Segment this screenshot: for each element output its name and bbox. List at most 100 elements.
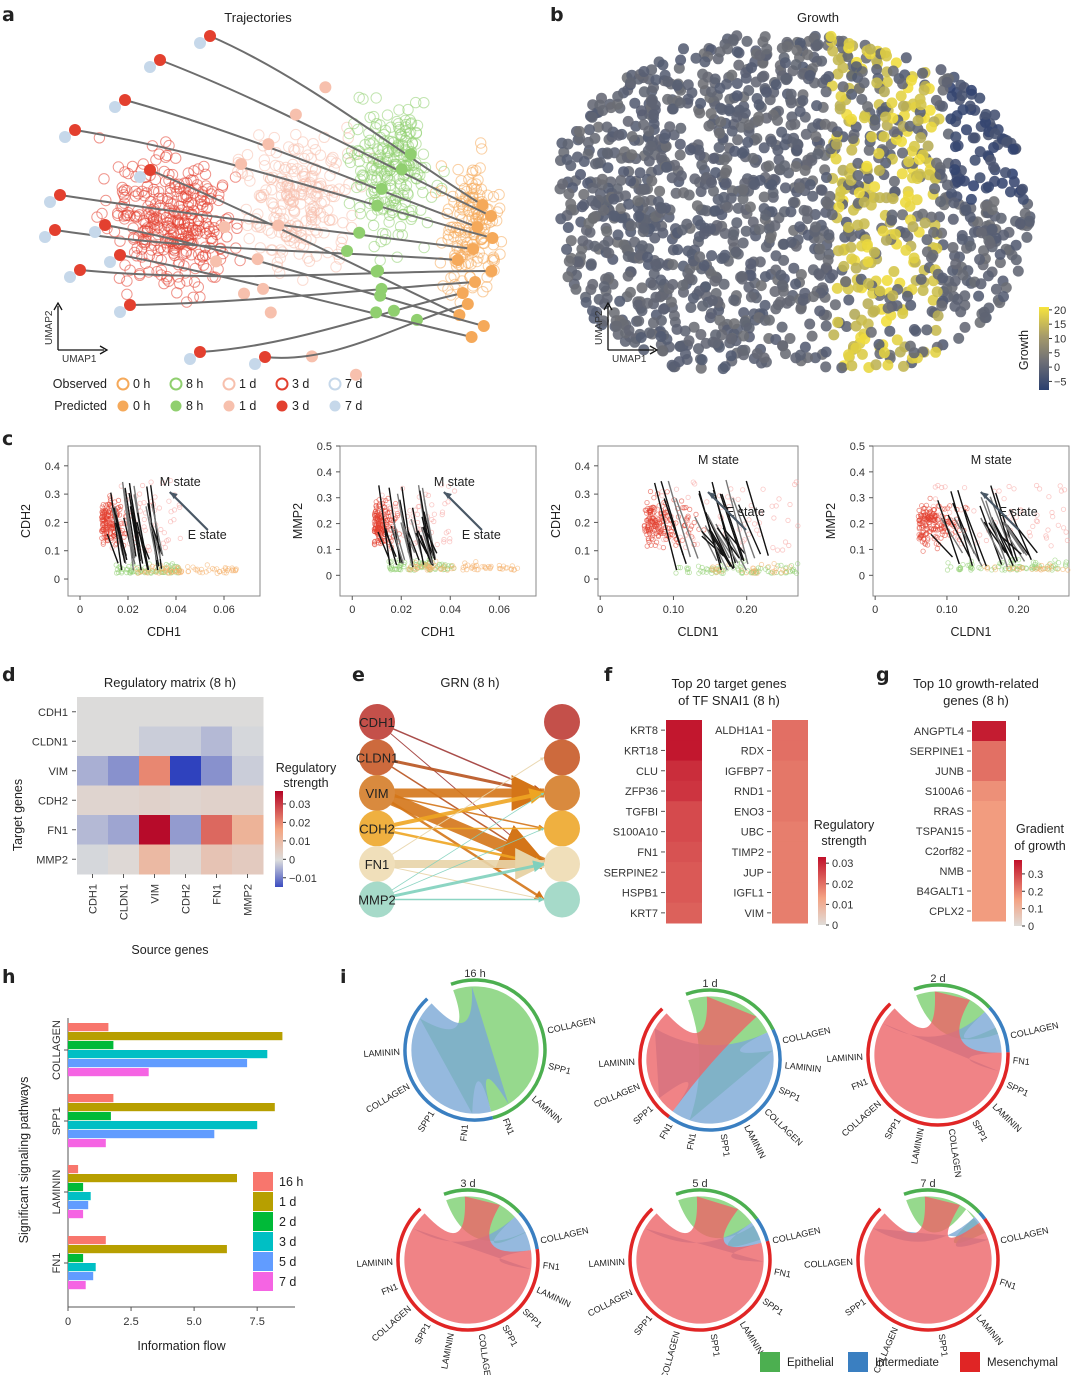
- growth-cell: [737, 237, 749, 249]
- observed-cell: [477, 252, 489, 264]
- cell-point: [995, 563, 1002, 570]
- colorbar-label-1: Regulatory: [276, 761, 337, 775]
- growth-cell: [846, 144, 858, 156]
- growth-cell: [714, 82, 726, 94]
- pathway-label: FN1: [51, 1253, 63, 1274]
- cell-point: [1055, 565, 1061, 572]
- growth-cell: [625, 220, 637, 232]
- heatmap-cell: [666, 902, 702, 924]
- growth-cell: [827, 45, 839, 57]
- predicted-cell-0h: [485, 210, 498, 222]
- observed-cell: [178, 217, 190, 229]
- heatmap-cell: [772, 720, 808, 741]
- observed-cell: [182, 218, 195, 230]
- growth-cell: [719, 249, 731, 261]
- cell-point: [122, 531, 128, 537]
- heatmap-cell: [972, 801, 1006, 822]
- observed-cell: [198, 160, 210, 173]
- panel-i-letter: i: [340, 966, 347, 988]
- heatmap-cell: [201, 785, 233, 816]
- growth-cell: [626, 131, 638, 142]
- observed-cell: [368, 110, 380, 123]
- cell-point: [166, 570, 172, 576]
- observed-cell: [299, 171, 311, 183]
- growth-cell: [984, 237, 996, 249]
- colorbar-tick-label: 0.03: [289, 799, 310, 811]
- cell-point: [474, 567, 480, 573]
- growth-cell: [778, 254, 790, 266]
- observed-cell: [204, 242, 216, 254]
- growth-cell: [979, 312, 991, 323]
- growth-cell: [931, 157, 942, 169]
- legend-swatch: [253, 1252, 273, 1271]
- cell-point: [1046, 565, 1052, 571]
- growth-cell: [714, 127, 726, 139]
- velocity-arrow: [377, 531, 390, 559]
- growth-cell: [843, 38, 855, 49]
- growth-cell: [871, 64, 883, 75]
- cell-point: [984, 566, 990, 572]
- growth-cell: [888, 126, 900, 138]
- y-tick-label: 0: [54, 574, 60, 586]
- cell-point: [137, 569, 143, 575]
- growth-cell: [947, 242, 959, 253]
- growth-gene-label: TSPAN15: [916, 826, 964, 838]
- legend-observed-marker: [169, 377, 183, 391]
- bar-16h-laminin: [68, 1165, 79, 1174]
- growth-cell: [833, 245, 844, 257]
- legend-label: 5 d: [279, 1255, 296, 1269]
- growth-cell: [578, 188, 590, 200]
- observed-cell: [121, 288, 133, 300]
- chord-ribbon: [411, 986, 509, 1114]
- chord-sector-label: FN1: [998, 1277, 1017, 1292]
- velocity-arrow: [400, 522, 413, 566]
- observed-cell: [434, 257, 447, 269]
- legend-observed-time: 7 d: [345, 377, 362, 391]
- chord-sector-label: LAMININ: [535, 1285, 572, 1310]
- cell-point: [406, 566, 412, 572]
- growth-cell: [706, 295, 718, 306]
- bar-3d-collagen: [68, 1050, 268, 1059]
- colorbar-tick-label: 0.1: [1028, 904, 1043, 916]
- growth-cell: [706, 250, 718, 262]
- growth-cell: [619, 335, 631, 347]
- cell-point: [392, 501, 399, 507]
- growth-cell: [804, 70, 816, 81]
- velocity-arrow: [980, 517, 1003, 560]
- target-gene-label: JUP: [743, 867, 764, 879]
- growth-cell: [973, 290, 985, 302]
- velocity-arrow: [721, 493, 745, 562]
- growth-cell: [725, 333, 737, 345]
- predicted-cell-1d: [349, 368, 362, 381]
- growth-cell: [565, 235, 577, 247]
- heatmap-cell: [232, 697, 264, 727]
- growth-cell: [833, 201, 845, 213]
- y-tick-label: 0.2: [850, 519, 865, 531]
- heatmap-cell: [666, 821, 702, 843]
- colorbar-tick-label: 20: [1054, 305, 1066, 317]
- growth-cell: [611, 320, 622, 332]
- growth-cell: [733, 59, 745, 71]
- y-tick-label: 0: [326, 570, 332, 582]
- observed-cell: [200, 217, 212, 230]
- growth-cell: [776, 42, 788, 54]
- cell-point: [143, 569, 149, 575]
- growth-cell: [675, 54, 687, 66]
- growth-cell: [989, 109, 1001, 121]
- growth-cell: [826, 209, 838, 221]
- growth-cell: [718, 278, 730, 290]
- cell-point: [955, 566, 962, 572]
- bar-5d-spp1: [68, 1130, 215, 1139]
- growth-cell: [949, 275, 961, 287]
- growth-cell: [699, 56, 711, 68]
- velocity-arrow: [701, 530, 725, 556]
- observed-cell: [453, 201, 466, 214]
- observed-cell: [364, 111, 376, 124]
- growth-cell: [574, 126, 585, 137]
- velocity-arrow: [990, 485, 1013, 556]
- predicted-cell-7d: [109, 101, 121, 113]
- chord-group-arc: [988, 1006, 1010, 1053]
- x-tick-label: 2.5: [123, 1316, 138, 1328]
- cell-point: [442, 501, 448, 507]
